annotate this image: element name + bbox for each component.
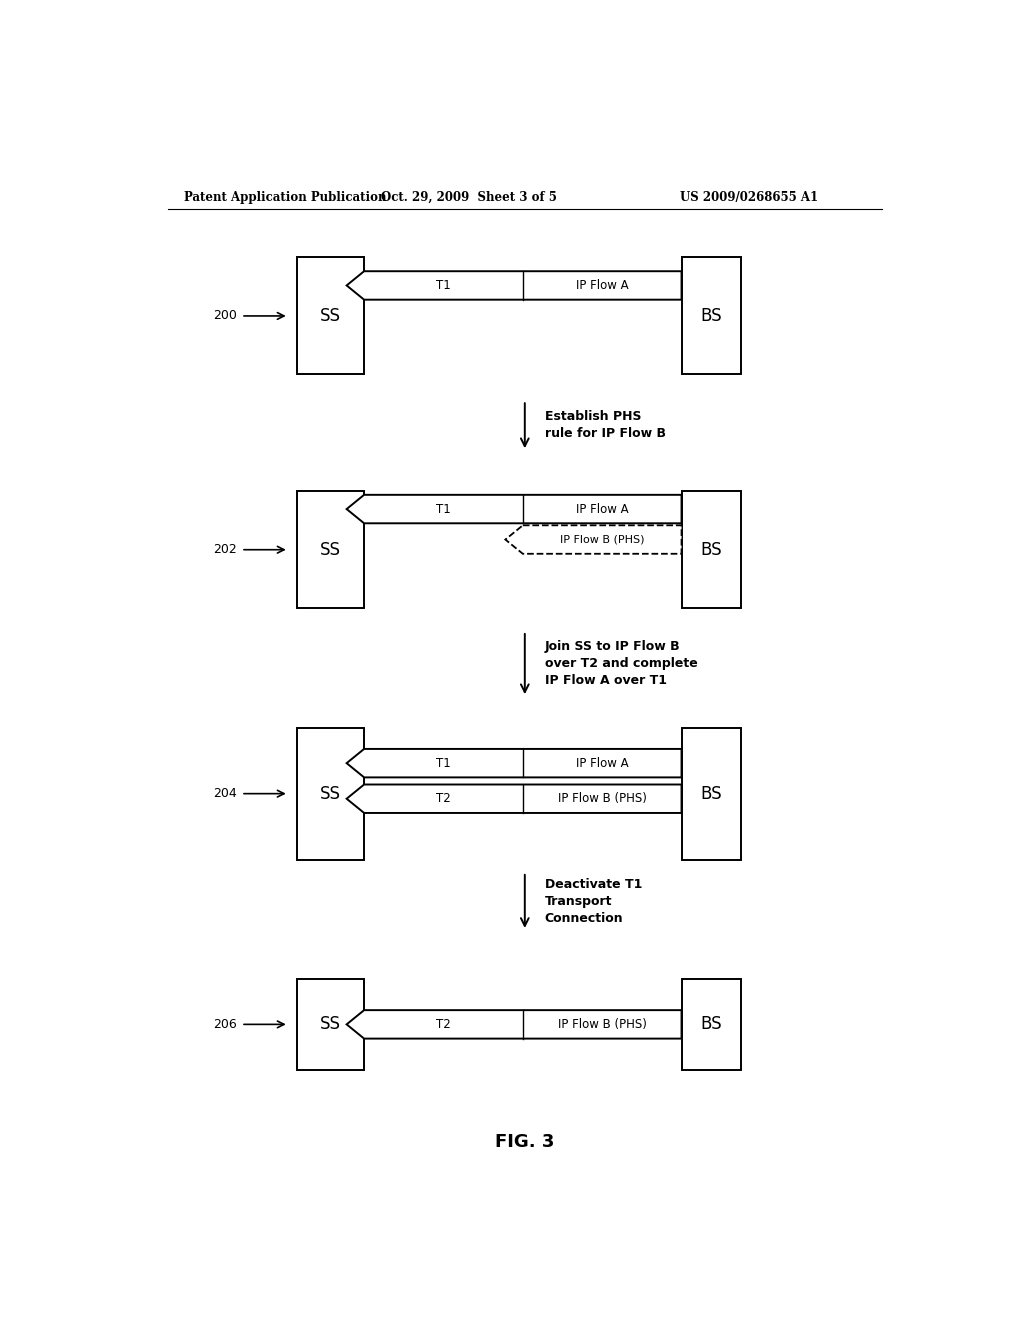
Text: T2: T2 — [436, 792, 451, 805]
Text: T1: T1 — [436, 756, 451, 770]
Text: IP Flow A: IP Flow A — [575, 279, 629, 292]
Polygon shape — [347, 271, 682, 300]
Bar — [682, 727, 741, 859]
Text: T1: T1 — [436, 279, 451, 292]
Bar — [297, 978, 365, 1071]
Bar — [682, 257, 741, 375]
Bar — [297, 727, 365, 859]
Text: IP Flow B (PHS): IP Flow B (PHS) — [558, 792, 646, 805]
Text: BS: BS — [700, 308, 722, 325]
Text: FIG. 3: FIG. 3 — [496, 1134, 554, 1151]
Text: US 2009/0268655 A1: US 2009/0268655 A1 — [680, 190, 818, 203]
Text: BS: BS — [700, 784, 722, 803]
Text: T1: T1 — [436, 503, 451, 516]
Bar — [297, 257, 365, 375]
Text: SS: SS — [319, 308, 341, 325]
Text: Establish PHS
rule for IP Flow B: Establish PHS rule for IP Flow B — [545, 409, 666, 440]
Text: SS: SS — [319, 1015, 341, 1034]
Text: 204: 204 — [213, 787, 238, 800]
Text: SS: SS — [319, 784, 341, 803]
Text: 206: 206 — [213, 1018, 238, 1031]
Text: IP Flow A: IP Flow A — [575, 756, 629, 770]
Bar — [297, 491, 365, 609]
Text: BS: BS — [700, 541, 722, 558]
Polygon shape — [347, 784, 682, 813]
Bar — [682, 491, 741, 609]
Text: SS: SS — [319, 541, 341, 558]
Polygon shape — [347, 495, 682, 523]
Polygon shape — [506, 525, 682, 554]
Bar — [682, 978, 741, 1071]
Text: Join SS to IP Flow B
over T2 and complete
IP Flow A over T1: Join SS to IP Flow B over T2 and complet… — [545, 640, 697, 686]
Text: Patent Application Publication: Patent Application Publication — [183, 190, 386, 203]
Polygon shape — [347, 1010, 682, 1039]
Text: IP Flow A: IP Flow A — [575, 503, 629, 516]
Text: T2: T2 — [436, 1018, 451, 1031]
Text: Oct. 29, 2009  Sheet 3 of 5: Oct. 29, 2009 Sheet 3 of 5 — [381, 190, 557, 203]
Text: BS: BS — [700, 1015, 722, 1034]
Text: 200: 200 — [213, 309, 238, 322]
Text: IP Flow B (PHS): IP Flow B (PHS) — [560, 535, 644, 545]
Text: 202: 202 — [213, 544, 238, 556]
Text: IP Flow B (PHS): IP Flow B (PHS) — [558, 1018, 646, 1031]
Polygon shape — [347, 748, 682, 777]
Text: Deactivate T1
Transport
Connection: Deactivate T1 Transport Connection — [545, 878, 642, 925]
